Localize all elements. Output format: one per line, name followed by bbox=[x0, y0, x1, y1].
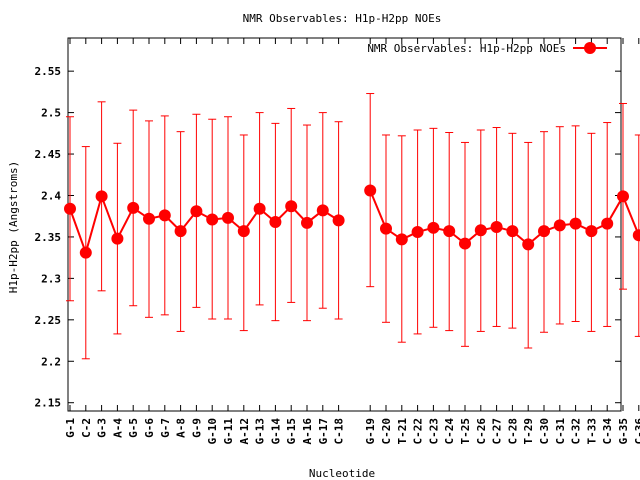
data-point bbox=[301, 216, 313, 229]
x-tick-label: G-19 bbox=[364, 418, 377, 445]
data-point bbox=[427, 221, 440, 234]
data-point bbox=[617, 190, 629, 203]
legend-label: NMR Observables: H1p-H2pp NOEs bbox=[367, 42, 566, 55]
data-point bbox=[364, 184, 377, 197]
x-tick-label: G-15 bbox=[285, 418, 298, 445]
data-point bbox=[222, 211, 234, 224]
data-point bbox=[158, 209, 171, 222]
data-point bbox=[506, 225, 519, 238]
y-tick-label: 2.55 bbox=[35, 65, 62, 78]
y-tick-label: 2.3 bbox=[41, 272, 61, 285]
x-tick-label: G-17 bbox=[317, 418, 330, 445]
x-tick-label: G-5 bbox=[127, 418, 140, 438]
x-tick-label: T-29 bbox=[522, 418, 535, 445]
x-tick-label: C-24 bbox=[443, 418, 456, 445]
data-point bbox=[569, 217, 582, 230]
x-tick-label: G-13 bbox=[254, 418, 267, 445]
x-tick-label: G-10 bbox=[206, 418, 219, 445]
data-point bbox=[79, 246, 92, 259]
data-point bbox=[474, 224, 487, 237]
data-point bbox=[206, 213, 219, 226]
x-tick-label: C-36 bbox=[633, 418, 640, 445]
x-tick-label: C-22 bbox=[412, 418, 425, 445]
data-point bbox=[490, 220, 503, 233]
x-tick-label: C-30 bbox=[538, 418, 551, 445]
data-point bbox=[64, 202, 76, 215]
y-tick-label: 2.25 bbox=[35, 314, 62, 327]
x-tick-label: G-9 bbox=[190, 418, 203, 438]
series-line bbox=[369, 190, 640, 246]
data-point bbox=[269, 216, 282, 229]
y-axis-label: H1p-H2pp (Angstroms) bbox=[7, 161, 20, 293]
data-point bbox=[127, 201, 140, 214]
data-point bbox=[632, 229, 640, 242]
x-tick-label: G-1 bbox=[64, 418, 77, 438]
data-point bbox=[380, 222, 392, 235]
data-point bbox=[332, 214, 345, 227]
y-tick-label: 2.45 bbox=[35, 148, 62, 161]
data-point bbox=[285, 200, 298, 213]
y-tick-label: 2.4 bbox=[41, 189, 61, 202]
data-point bbox=[253, 202, 266, 215]
chart-title: NMR Observables: H1p-H2pp NOEs bbox=[243, 12, 442, 25]
data-point bbox=[522, 238, 535, 251]
data-point bbox=[538, 225, 550, 238]
x-tick-label: C-2 bbox=[80, 418, 93, 438]
data-point bbox=[174, 225, 187, 238]
x-tick-label: T-33 bbox=[585, 418, 598, 445]
x-tick-label: C-34 bbox=[601, 418, 614, 445]
series-line bbox=[69, 193, 340, 256]
legend-marker bbox=[584, 42, 596, 54]
x-tick-label: C-20 bbox=[380, 418, 393, 445]
data-point bbox=[143, 212, 155, 225]
x-tick-label: C-27 bbox=[491, 418, 504, 445]
data-point bbox=[443, 225, 456, 238]
y-tick-label: 2.15 bbox=[35, 397, 62, 410]
x-tick-label: G-14 bbox=[269, 418, 282, 445]
x-tick-label: G-3 bbox=[96, 418, 109, 438]
x-tick-label: T-21 bbox=[396, 418, 409, 445]
y-tick-label: 2.2 bbox=[41, 355, 61, 368]
x-tick-label: G-6 bbox=[143, 418, 156, 438]
y-tick-label: 2.35 bbox=[35, 231, 62, 244]
data-point bbox=[316, 204, 329, 217]
x-tick-label: C-23 bbox=[427, 418, 440, 445]
x-tick-label: C-32 bbox=[570, 418, 583, 445]
data-point bbox=[585, 225, 598, 238]
data-point bbox=[95, 190, 108, 203]
x-axis-label: Nucleotide bbox=[309, 467, 375, 480]
x-tick-label: C-31 bbox=[554, 418, 567, 445]
data-point bbox=[553, 219, 566, 232]
x-tick-label: A-8 bbox=[175, 418, 188, 438]
x-tick-label: A-12 bbox=[238, 418, 251, 445]
data-point bbox=[111, 232, 124, 245]
plot-marks: 2.152.22.252.32.352.42.452.52.55G-1 C-2 G-… bbox=[35, 38, 640, 445]
x-tick-label: A-16 bbox=[301, 418, 314, 445]
data-point bbox=[459, 237, 471, 250]
x-tick-label: G-11 bbox=[222, 418, 235, 445]
x-tick-label: T-25 bbox=[459, 418, 472, 445]
data-point bbox=[395, 233, 408, 246]
legend: NMR Observables: H1p-H2pp NOEs bbox=[367, 42, 607, 55]
data-point bbox=[601, 217, 614, 230]
x-tick-label: C-28 bbox=[506, 418, 519, 445]
x-tick-label: A-4 bbox=[111, 418, 124, 438]
plot-area bbox=[67, 37, 622, 412]
data-point bbox=[190, 205, 203, 218]
data-point bbox=[411, 225, 424, 238]
data-point bbox=[237, 225, 250, 238]
x-tick-label: G-35 bbox=[617, 418, 630, 445]
x-tick-label: G-7 bbox=[159, 418, 172, 438]
x-tick-label: C-26 bbox=[475, 418, 488, 445]
x-tick-label: C-18 bbox=[333, 418, 346, 445]
y-tick-label: 2.5 bbox=[41, 107, 61, 120]
